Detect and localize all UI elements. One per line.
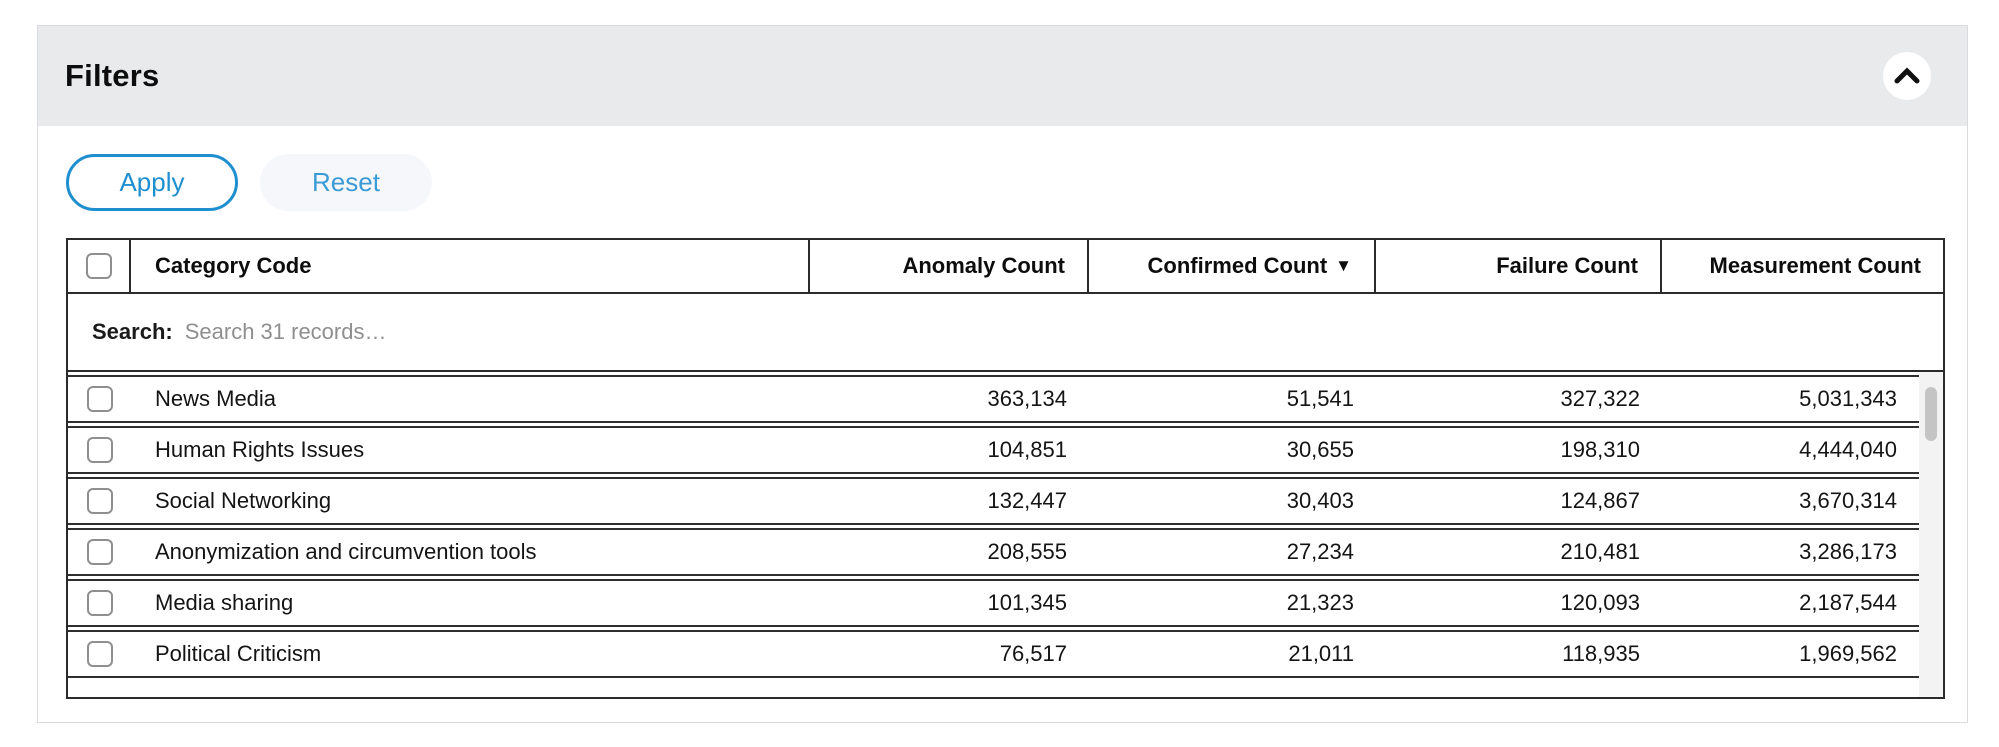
row-checkbox[interactable] — [86, 539, 113, 565]
category-code-cell: Anonymization and circumvention tools — [155, 539, 537, 564]
table-search-row: Search: — [66, 294, 1945, 372]
column-label: Measurement Count — [1709, 253, 1921, 278]
row-checkbox-cell — [68, 437, 131, 463]
search-input[interactable] — [184, 312, 1943, 352]
category-code-cell: Media sharing — [155, 590, 294, 615]
select-all-cell — [68, 240, 131, 292]
select-all-checkbox[interactable] — [85, 253, 112, 279]
measurement-count-cell: 5,031,343 — [1799, 386, 1897, 411]
table-row[interactable]: Political Criticism 76,517 21,011 118,93… — [68, 630, 1919, 678]
anomaly-count-cell: 76,517 — [999, 641, 1067, 666]
failure-count-cell: 118,935 — [1562, 641, 1640, 666]
failure-count-cell: 198,310 — [1560, 437, 1640, 462]
confirmed-count-cell: 30,403 — [1286, 488, 1354, 513]
category-code-cell: Social Networking — [155, 488, 332, 513]
table-row[interactable]: Social Networking 132,447 30,403 124,867… — [68, 477, 1919, 525]
confirmed-count-cell: 21,011 — [1288, 641, 1354, 666]
table-row[interactable]: Human Rights Issues 104,851 30,655 198,3… — [68, 426, 1919, 474]
category-code-cell: Political Criticism — [155, 641, 322, 666]
table-rows: News Media 363,134 51,541 327,322 5,031,… — [68, 372, 1919, 678]
anomaly-count-cell: 104,851 — [987, 437, 1067, 462]
measurement-count-cell: 2,187,544 — [1799, 590, 1897, 615]
table-row[interactable]: News Media 363,134 51,541 327,322 5,031,… — [68, 375, 1919, 423]
anomaly-count-cell: 208,555 — [987, 539, 1067, 564]
confirmed-count-cell: 30,655 — [1286, 437, 1354, 462]
search-label: Search: — [92, 319, 173, 344]
row-checkbox-cell — [68, 590, 131, 616]
filters-panel: Filters Apply Reset Category Code — [37, 25, 1968, 723]
row-checkbox-cell — [68, 641, 131, 667]
anomaly-count-cell: 363,134 — [987, 386, 1067, 411]
filter-actions: Apply Reset — [66, 154, 1945, 211]
column-label: Anomaly Count — [902, 253, 1065, 278]
column-header-category-code[interactable]: Category Code — [131, 240, 810, 292]
column-label: Failure Count — [1496, 253, 1638, 278]
column-header-measurement-count[interactable]: Measurement Count — [1662, 240, 1943, 292]
column-header-confirmed-count[interactable]: Confirmed Count ▼ — [1089, 240, 1376, 292]
chevron-up-icon — [1894, 67, 1920, 85]
apply-button[interactable]: Apply — [66, 154, 238, 211]
confirmed-count-cell: 21,323 — [1286, 590, 1354, 615]
category-table: Category Code Anomaly Count Confirmed Co… — [66, 238, 1945, 699]
table-row[interactable]: Anonymization and circumvention tools 20… — [68, 528, 1919, 576]
table-row[interactable]: Media sharing 101,345 21,323 120,093 2,1… — [68, 579, 1919, 627]
row-checkbox[interactable] — [86, 488, 113, 514]
failure-count-cell: 327,322 — [1560, 386, 1640, 411]
collapse-panel-button[interactable] — [1883, 52, 1931, 100]
failure-count-cell: 210,481 — [1560, 539, 1640, 564]
table-body: News Media 363,134 51,541 327,322 5,031,… — [66, 372, 1945, 699]
filters-content: Apply Reset Category Code Anomaly Count … — [38, 126, 1967, 699]
measurement-count-cell: 4,444,040 — [1799, 437, 1897, 462]
measurement-count-cell: 3,670,314 — [1799, 488, 1897, 513]
row-checkbox-cell — [68, 386, 131, 412]
row-checkbox[interactable] — [86, 437, 113, 463]
column-label: Confirmed Count — [1147, 253, 1328, 278]
measurement-count-cell: 1,969,562 — [1799, 641, 1897, 666]
sort-descending-icon: ▼ — [1335, 256, 1352, 275]
row-checkbox[interactable] — [86, 641, 113, 667]
column-header-anomaly-count[interactable]: Anomaly Count — [810, 240, 1089, 292]
failure-count-cell: 120,093 — [1560, 590, 1640, 615]
category-code-cell: News Media — [155, 386, 277, 411]
row-checkbox-cell — [68, 539, 131, 565]
table-header-row: Category Code Anomaly Count Confirmed Co… — [66, 238, 1945, 294]
row-checkbox-cell — [68, 488, 131, 514]
row-checkbox[interactable] — [86, 386, 113, 412]
failure-count-cell: 124,867 — [1560, 488, 1640, 513]
anomaly-count-cell: 101,345 — [987, 590, 1067, 615]
filters-panel-header: Filters — [38, 26, 1967, 126]
confirmed-count-cell: 27,234 — [1286, 539, 1354, 564]
row-checkbox[interactable] — [86, 590, 113, 616]
reset-button[interactable]: Reset — [260, 154, 432, 211]
category-code-cell: Human Rights Issues — [155, 437, 365, 462]
panel-title: Filters — [65, 58, 160, 93]
scrollbar-thumb[interactable] — [1925, 387, 1937, 441]
column-label: Category Code — [155, 253, 312, 278]
confirmed-count-cell: 51,541 — [1286, 386, 1354, 411]
measurement-count-cell: 3,286,173 — [1799, 539, 1897, 564]
anomaly-count-cell: 132,447 — [987, 488, 1067, 513]
column-header-failure-count[interactable]: Failure Count — [1376, 240, 1662, 292]
table-scrollbar[interactable] — [1919, 372, 1943, 697]
